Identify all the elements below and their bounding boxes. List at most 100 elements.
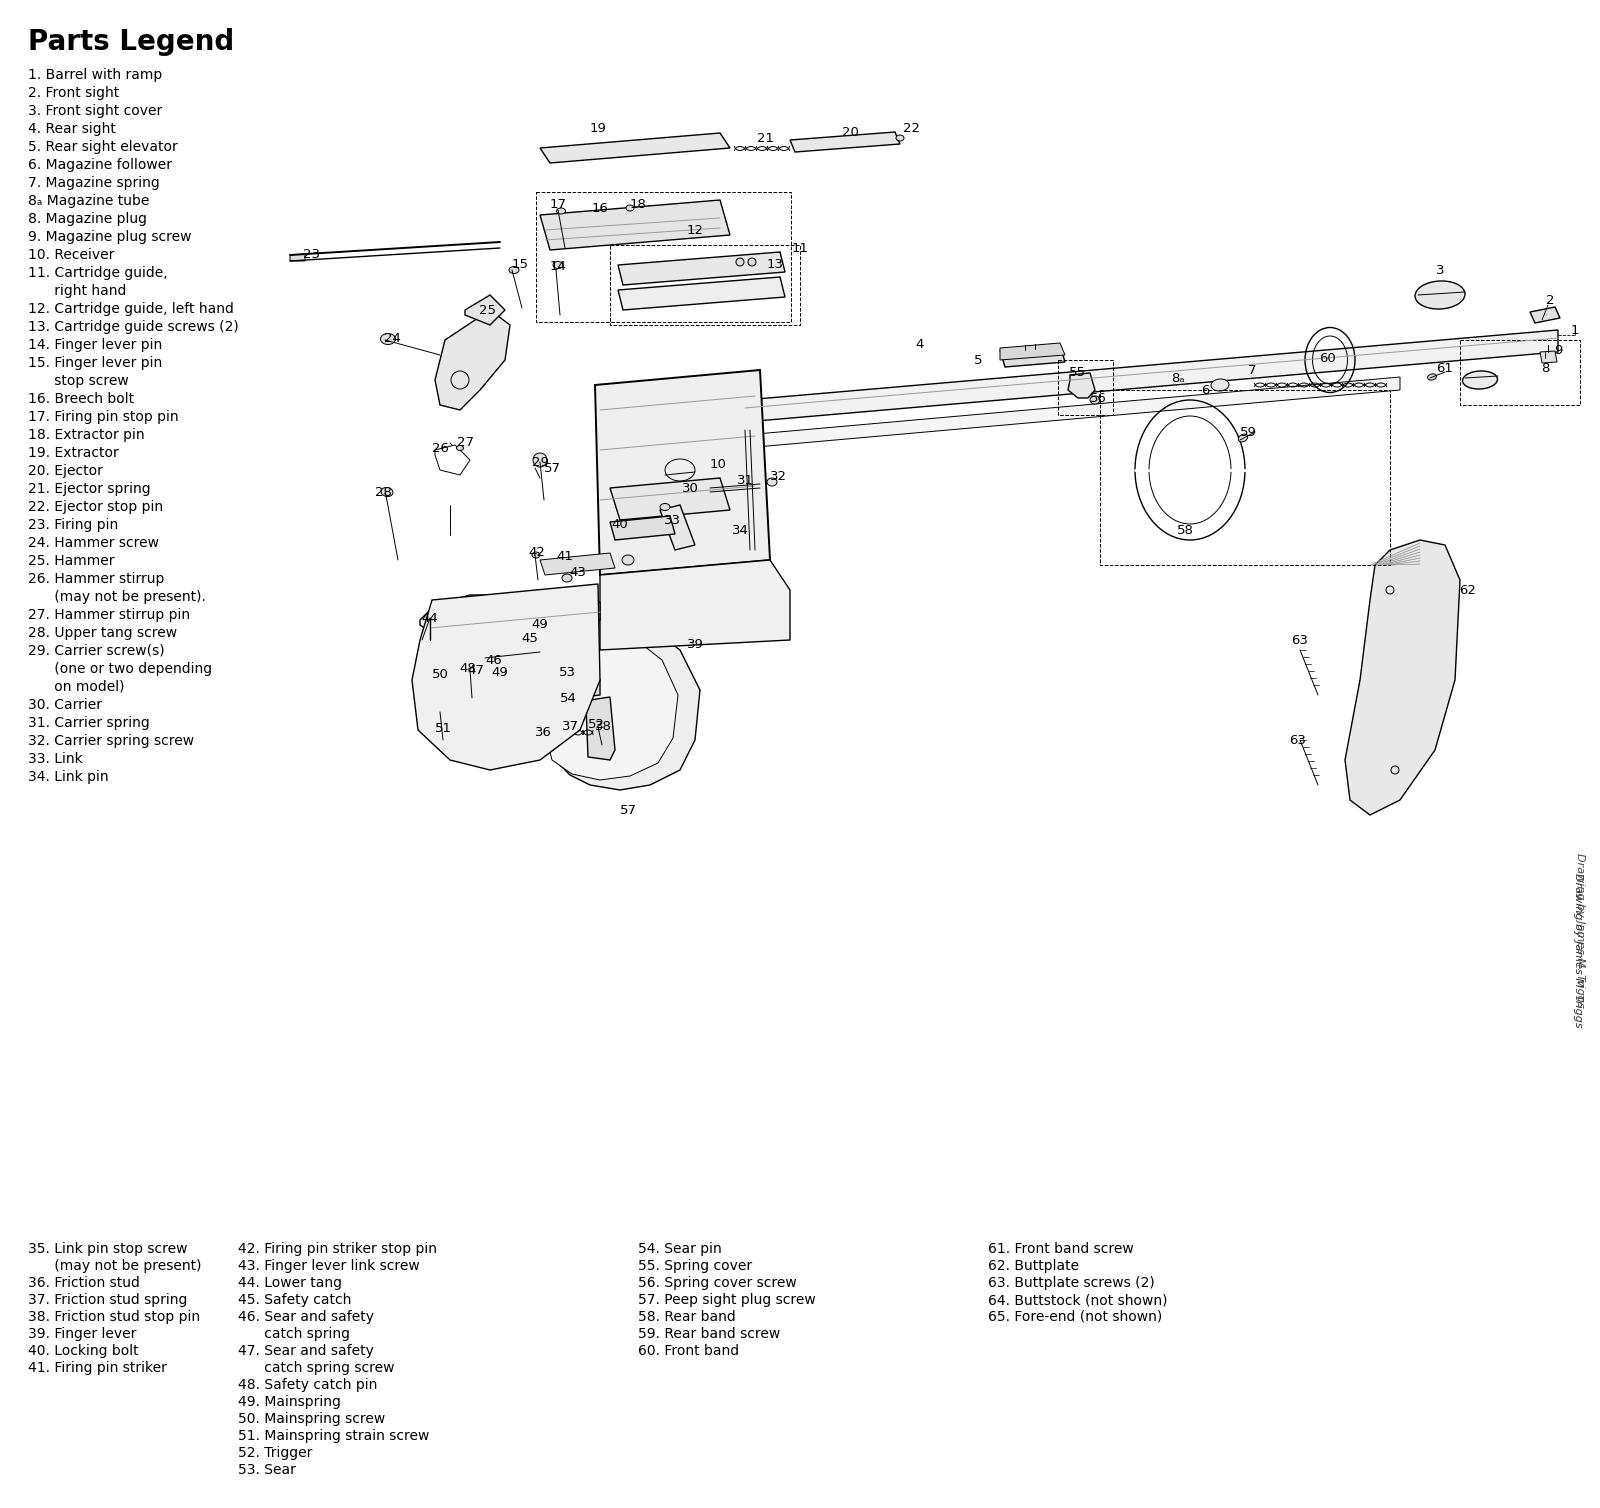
Ellipse shape xyxy=(766,478,778,486)
Text: 2. Front sight: 2. Front sight xyxy=(29,86,120,100)
Polygon shape xyxy=(1069,372,1094,398)
Text: 62: 62 xyxy=(1459,584,1477,597)
Text: 20. Ejector: 20. Ejector xyxy=(29,464,102,478)
Text: 32. Carrier spring screw: 32. Carrier spring screw xyxy=(29,734,194,748)
Ellipse shape xyxy=(1462,371,1498,389)
Polygon shape xyxy=(1539,351,1557,363)
Text: 9: 9 xyxy=(1554,344,1562,356)
Text: 48: 48 xyxy=(459,662,477,674)
Text: 7. Magazine spring: 7. Magazine spring xyxy=(29,176,160,190)
Text: 39: 39 xyxy=(686,638,704,651)
Text: 58: 58 xyxy=(1176,523,1194,537)
Text: Parts Legend: Parts Legend xyxy=(29,29,234,56)
Text: 42: 42 xyxy=(528,546,546,558)
Text: 63: 63 xyxy=(1290,733,1307,746)
Text: 10. Receiver: 10. Receiver xyxy=(29,247,114,262)
Polygon shape xyxy=(618,277,786,311)
Text: 12. Cartridge guide, left hand: 12. Cartridge guide, left hand xyxy=(29,302,234,317)
Ellipse shape xyxy=(736,258,744,265)
Text: 24. Hammer screw: 24. Hammer screw xyxy=(29,535,158,550)
Text: 8ₐ: 8ₐ xyxy=(1171,371,1186,385)
Text: 54. Sear pin: 54. Sear pin xyxy=(638,1243,722,1256)
Text: 50: 50 xyxy=(432,668,448,682)
Text: 17. Firing pin stop pin: 17. Firing pin stop pin xyxy=(29,410,179,424)
Text: 14. Finger lever pin: 14. Finger lever pin xyxy=(29,338,162,351)
Ellipse shape xyxy=(437,710,445,716)
Text: 55. Spring cover: 55. Spring cover xyxy=(638,1259,752,1273)
Text: 5. Rear sight elevator: 5. Rear sight elevator xyxy=(29,140,178,154)
Ellipse shape xyxy=(1414,280,1466,309)
Text: 19: 19 xyxy=(589,122,606,134)
Ellipse shape xyxy=(531,552,541,558)
Text: 13. Cartridge guide screws (2): 13. Cartridge guide screws (2) xyxy=(29,320,238,333)
Text: 57: 57 xyxy=(544,461,560,475)
Text: 43: 43 xyxy=(570,567,587,579)
Text: 47: 47 xyxy=(467,664,485,677)
Polygon shape xyxy=(510,630,558,653)
Text: 49: 49 xyxy=(531,618,549,632)
Text: on model): on model) xyxy=(29,680,125,694)
Polygon shape xyxy=(435,311,510,410)
Text: 39. Finger lever: 39. Finger lever xyxy=(29,1327,136,1341)
Text: 28: 28 xyxy=(374,487,392,499)
Text: 42. Firing pin striker stop pin: 42. Firing pin striker stop pin xyxy=(238,1243,437,1256)
Text: (one or two depending: (one or two depending xyxy=(29,662,213,676)
Ellipse shape xyxy=(381,333,395,344)
Ellipse shape xyxy=(456,445,464,451)
Ellipse shape xyxy=(467,667,475,673)
Text: 65. Fore-end (not shown): 65. Fore-end (not shown) xyxy=(989,1310,1162,1324)
Text: 45. Safety catch: 45. Safety catch xyxy=(238,1292,352,1307)
Text: 50. Mainspring screw: 50. Mainspring screw xyxy=(238,1411,386,1427)
Text: 53. Sear: 53. Sear xyxy=(238,1463,296,1476)
Text: 57. Peep sight plug screw: 57. Peep sight plug screw xyxy=(638,1292,816,1307)
Polygon shape xyxy=(413,584,600,771)
Text: 51: 51 xyxy=(435,721,451,734)
Text: right hand: right hand xyxy=(29,284,126,299)
Text: 34. Link pin: 34. Link pin xyxy=(29,771,109,784)
Text: 16: 16 xyxy=(592,202,608,214)
Ellipse shape xyxy=(1238,434,1248,442)
Text: 52. Trigger: 52. Trigger xyxy=(238,1446,312,1460)
Bar xyxy=(610,244,800,326)
Polygon shape xyxy=(618,252,786,285)
Text: 52: 52 xyxy=(587,718,605,730)
Ellipse shape xyxy=(896,136,904,142)
Polygon shape xyxy=(541,133,730,163)
Text: 61: 61 xyxy=(1437,362,1453,374)
Polygon shape xyxy=(610,516,675,540)
Text: 23. Firing pin: 23. Firing pin xyxy=(29,519,118,532)
Text: 43. Finger lever link screw: 43. Finger lever link screw xyxy=(238,1259,419,1273)
Bar xyxy=(1459,339,1581,406)
Polygon shape xyxy=(600,559,790,650)
Text: catch spring: catch spring xyxy=(238,1327,350,1341)
Text: 31: 31 xyxy=(736,474,754,487)
Polygon shape xyxy=(1346,540,1459,814)
Ellipse shape xyxy=(438,730,446,736)
Text: 57: 57 xyxy=(619,804,637,816)
Ellipse shape xyxy=(622,555,634,566)
Text: 26. Hammer stirrup: 26. Hammer stirrup xyxy=(29,572,165,587)
Text: 34: 34 xyxy=(731,523,749,537)
Text: 25: 25 xyxy=(480,303,496,317)
Text: 1. Barrel with ramp: 1. Barrel with ramp xyxy=(29,68,162,81)
Text: 6. Magazine follower: 6. Magazine follower xyxy=(29,158,173,172)
Text: 59. Rear band screw: 59. Rear band screw xyxy=(638,1327,781,1341)
Text: 53: 53 xyxy=(558,665,576,679)
Text: 25. Hammer: 25. Hammer xyxy=(29,553,115,569)
Text: stop screw: stop screw xyxy=(29,374,128,388)
Polygon shape xyxy=(1000,342,1066,360)
Ellipse shape xyxy=(533,452,547,467)
Text: 24: 24 xyxy=(384,332,400,344)
Text: 63: 63 xyxy=(1291,633,1309,647)
Text: 18. Extractor pin: 18. Extractor pin xyxy=(29,428,144,442)
Text: 60. Front band: 60. Front band xyxy=(638,1344,739,1359)
Text: catch spring screw: catch spring screw xyxy=(238,1362,395,1375)
Text: 40. Locking bolt: 40. Locking bolt xyxy=(29,1344,139,1359)
Ellipse shape xyxy=(509,267,518,273)
Text: 47. Sear and safety: 47. Sear and safety xyxy=(238,1344,374,1359)
Text: 51. Mainspring strain screw: 51. Mainspring strain screw xyxy=(238,1430,429,1443)
Text: 62. Buttplate: 62. Buttplate xyxy=(989,1259,1078,1273)
Polygon shape xyxy=(746,330,1558,422)
Text: 48. Safety catch pin: 48. Safety catch pin xyxy=(238,1378,378,1392)
Ellipse shape xyxy=(1427,374,1437,380)
